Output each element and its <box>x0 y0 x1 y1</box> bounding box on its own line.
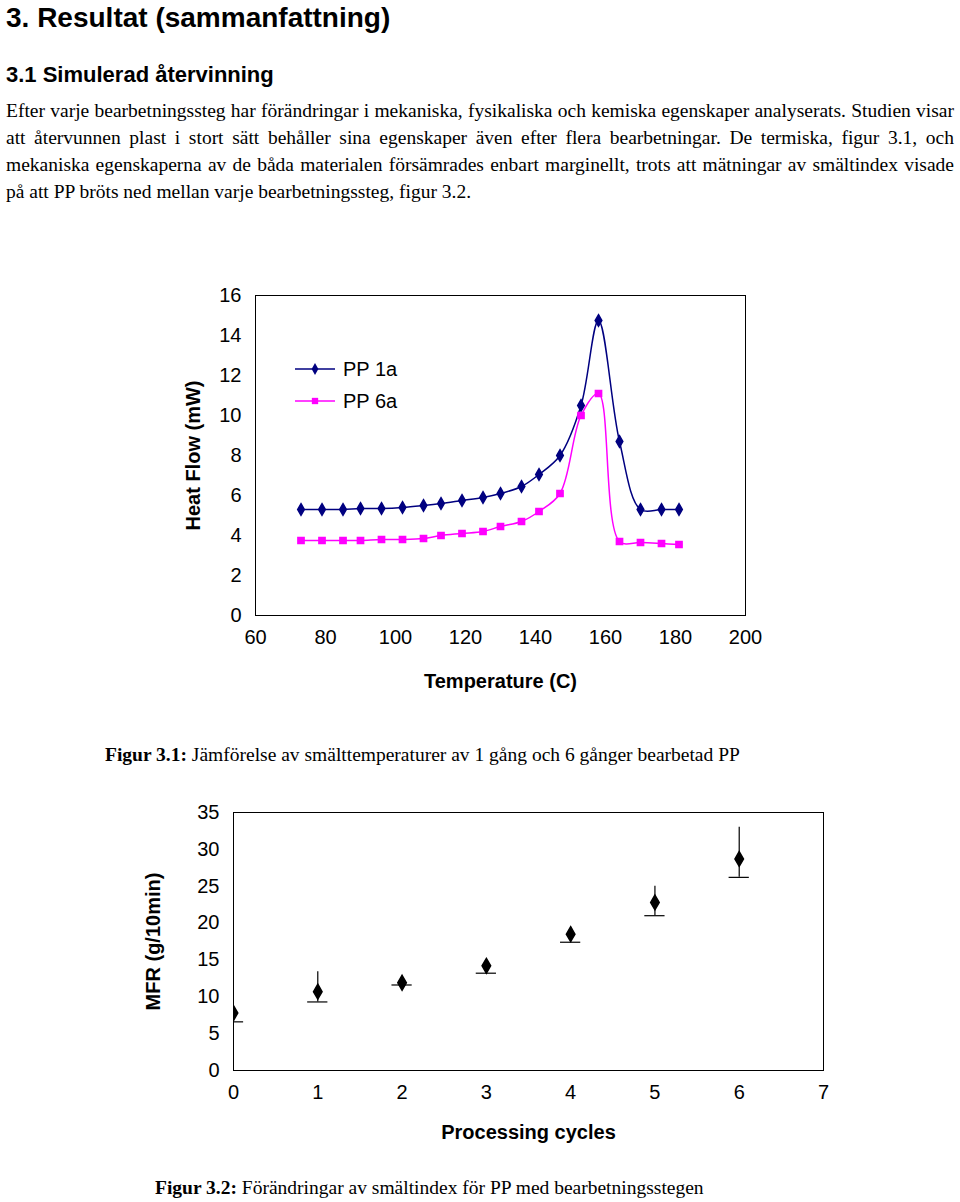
svg-text:0: 0 <box>230 604 241 626</box>
svg-text:140: 140 <box>519 626 552 648</box>
svg-text:120: 120 <box>449 626 482 648</box>
svg-text:7: 7 <box>818 1081 829 1103</box>
svg-text:10: 10 <box>219 404 241 426</box>
html-text:3. Resultat (sammanfattning): 3. Resultat (sammanfattning) <box>6 2 391 33</box>
svg-text:200: 200 <box>729 626 762 648</box>
svg-text:Temperature (C): Temperature (C) <box>424 670 577 692</box>
svg-text:35: 35 <box>197 801 219 823</box>
svg-text:0: 0 <box>228 1081 239 1103</box>
svg-text:100: 100 <box>379 626 412 648</box>
svg-text:8: 8 <box>230 444 241 466</box>
svg-text:5: 5 <box>208 1022 219 1044</box>
svg-text:Processing cycles: Processing cycles <box>441 1121 616 1143</box>
svg-text:15: 15 <box>197 948 219 970</box>
svg-text:6: 6 <box>230 484 241 506</box>
svg-text:180: 180 <box>659 626 692 648</box>
svg-text:MFR (g/10min): MFR (g/10min) <box>142 873 164 1011</box>
svg-text:80: 80 <box>314 626 336 648</box>
svg-text:20: 20 <box>197 911 219 933</box>
svg-text:60: 60 <box>244 626 266 648</box>
html-text:PP 1a: PP 1a <box>343 357 398 380</box>
svg-text:4: 4 <box>565 1081 576 1103</box>
svg-text:1: 1 <box>312 1081 323 1103</box>
svg-text:14: 14 <box>219 324 241 346</box>
svg-text:25: 25 <box>197 875 219 897</box>
svg-text:12: 12 <box>219 364 241 386</box>
svg-text:5: 5 <box>649 1081 660 1103</box>
svg-text:30: 30 <box>197 838 219 860</box>
svg-text:160: 160 <box>589 626 622 648</box>
html-text:Figur 3.2: Förändringar av smä: Figur 3.2: Förändringar av smältindex fö… <box>155 1177 704 1198</box>
html-text:Figur 3.1: Jämförelse av smält: Figur 3.1: Jämförelse av smälttemperatur… <box>105 744 740 765</box>
svg-text:3: 3 <box>481 1081 492 1103</box>
svg-text:0: 0 <box>208 1059 219 1081</box>
html-text:3.1 Simulerad återvinning: 3.1 Simulerad återvinning <box>6 62 274 87</box>
svg-text:Heat Flow (mW): Heat Flow (mW) <box>182 381 204 531</box>
svg-text:16: 16 <box>219 284 241 306</box>
svg-text:6: 6 <box>734 1081 745 1103</box>
svg-text:4: 4 <box>230 524 241 546</box>
html-text:Efter varje bearbetningssteg h: Efter varje bearbetningssteg har förändr… <box>6 100 954 202</box>
svg-text:2: 2 <box>397 1081 408 1103</box>
html-text:PP 6a: PP 6a <box>343 389 398 412</box>
svg-text:10: 10 <box>197 985 219 1007</box>
svg-text:2: 2 <box>230 564 241 586</box>
